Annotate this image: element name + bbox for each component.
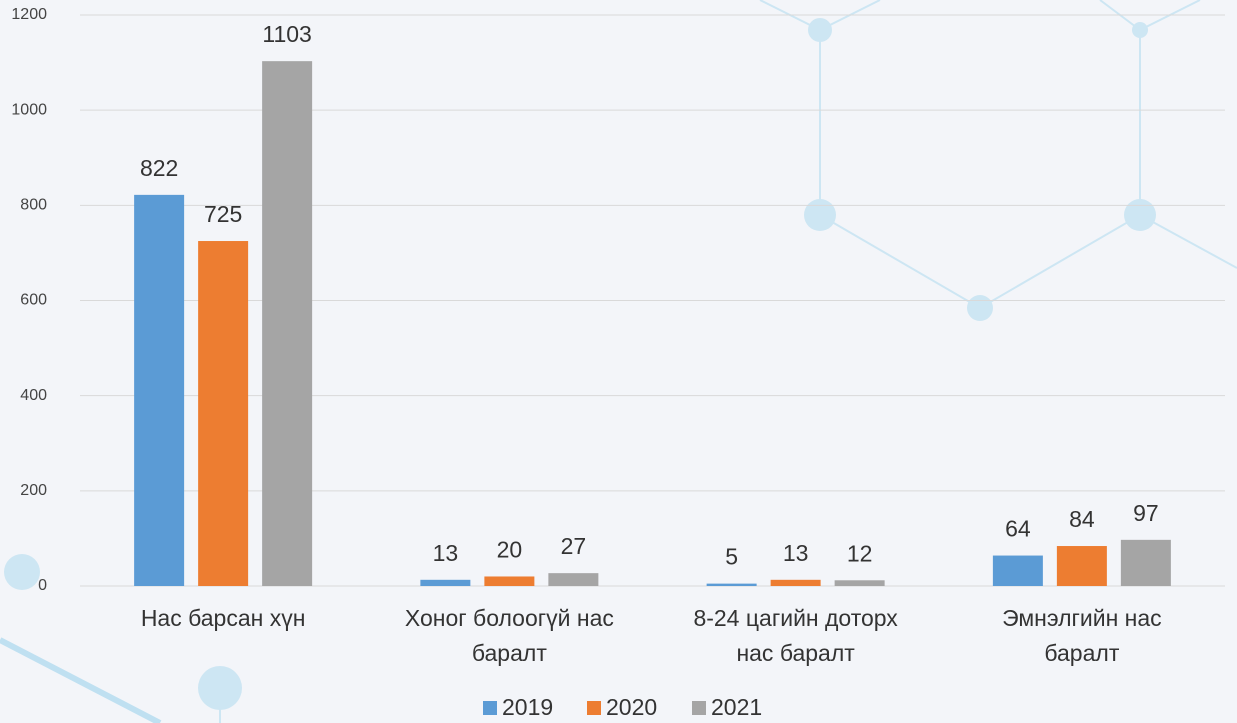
x-tick-label: Хоног болоогүй нас баралт bbox=[405, 605, 614, 666]
data-label: 97 bbox=[1133, 500, 1159, 526]
data-label: 27 bbox=[561, 533, 587, 559]
legend-label: 2019 bbox=[502, 694, 553, 720]
data-label: 13 bbox=[433, 540, 459, 566]
bar bbox=[484, 576, 535, 586]
bar bbox=[770, 579, 821, 586]
legend-swatch bbox=[587, 701, 601, 715]
bar bbox=[834, 580, 885, 586]
legend-swatch bbox=[692, 701, 706, 715]
y-tick-label: 400 bbox=[20, 387, 47, 404]
bar bbox=[1120, 539, 1171, 586]
y-tick-label: 0 bbox=[38, 577, 47, 594]
y-tick-label: 800 bbox=[20, 197, 47, 214]
data-label: 1103 bbox=[262, 21, 311, 47]
bar bbox=[420, 579, 471, 586]
data-label: 12 bbox=[847, 540, 873, 566]
y-tick-label: 600 bbox=[20, 292, 47, 309]
bar bbox=[262, 61, 313, 587]
data-label: 20 bbox=[497, 537, 523, 563]
background-dots bbox=[4, 18, 1156, 710]
data-label: 13 bbox=[783, 540, 809, 566]
legend-label: 2020 bbox=[606, 694, 657, 720]
bar bbox=[198, 241, 249, 587]
data-label: 725 bbox=[204, 201, 242, 227]
bar bbox=[134, 194, 185, 587]
bar bbox=[706, 583, 757, 586]
bar bbox=[548, 573, 599, 586]
data-label: 5 bbox=[725, 544, 738, 570]
x-tick-label: Эмнэлгийн нас баралт bbox=[1002, 605, 1162, 666]
x-tick-label: 8-24 цагийн доторх нас баралт bbox=[693, 605, 898, 666]
y-tick-label: 200 bbox=[20, 482, 47, 499]
data-label: 822 bbox=[140, 155, 178, 181]
bar bbox=[1056, 546, 1107, 586]
legend-swatch bbox=[483, 701, 497, 715]
y-tick-label: 1000 bbox=[11, 101, 47, 118]
legend-label: 2021 bbox=[711, 694, 762, 720]
x-tick-label: Нас барсан хүн bbox=[141, 605, 306, 631]
y-tick-label: 1200 bbox=[11, 6, 47, 23]
bar bbox=[992, 555, 1043, 586]
data-label: 64 bbox=[1005, 516, 1031, 542]
data-label: 84 bbox=[1069, 506, 1095, 532]
